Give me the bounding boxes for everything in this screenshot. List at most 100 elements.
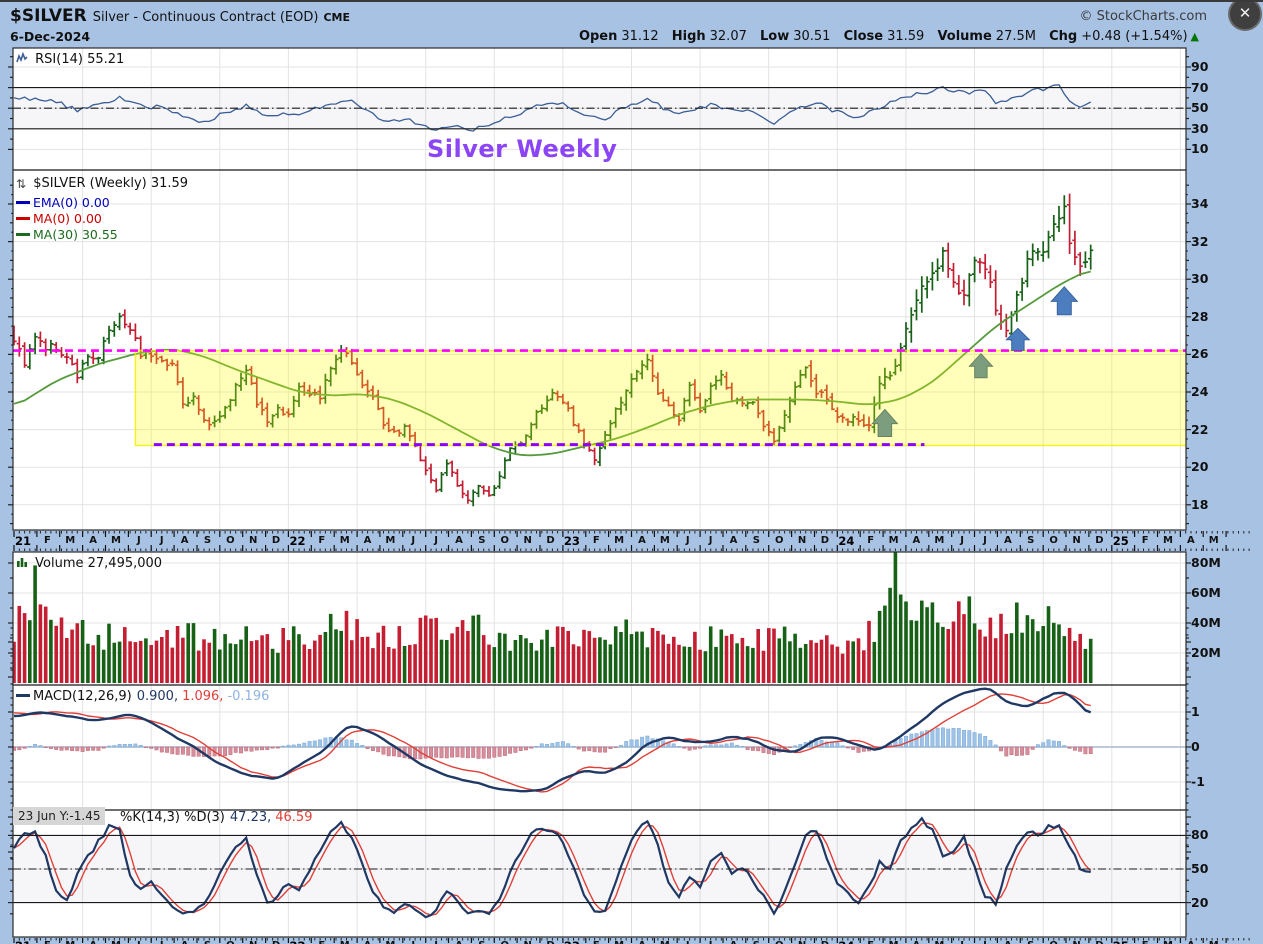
ema-line-swatch [16,201,30,204]
stoch-axis-tick: 20 [1191,895,1208,910]
price-axis-tick: 26 [1191,346,1208,361]
macd-value: 0.900, [137,689,178,704]
month-label: M [339,940,351,944]
month-label: O [224,940,236,944]
price-title-label: $SILVER (Weekly) 31.59 [33,176,188,191]
month-label: A [1002,535,1014,546]
month-label: J [407,535,419,546]
month-label: M [888,535,900,546]
price-axis-tick: 18 [1191,497,1208,512]
volume-panel-label: Volume 27,495,000 [35,556,162,571]
price-axis-tick: 22 [1191,422,1208,437]
month-label: M [110,940,122,944]
month-label: J [156,940,168,944]
stoch-d-value: 46.59 [275,810,312,825]
price-title: ⇅ $SILVER (Weekly) 31.59 [16,176,188,191]
year-label: 24 [838,939,854,944]
macd-signal-value: 1.096, [182,689,223,704]
year-label: 21 [15,534,31,548]
month-label: M [1162,535,1174,546]
month-label: A [87,535,99,546]
volume-axis-tick: 40M [1191,615,1221,630]
month-label: J [979,535,991,546]
crosshair-tooltip: 23 Jun Y:-1.45 [13,807,105,825]
month-label: F [590,535,602,546]
rsi-legend: RSI(14) 55.21 [16,52,124,68]
month-label: N [522,535,534,546]
month-label: S [1025,535,1037,546]
month-label: S [750,940,762,944]
month-label: M [888,940,900,944]
month-label: O [499,940,511,944]
month-label: A [87,940,99,944]
year-label: 23 [564,534,580,548]
month-label: J [682,940,694,944]
month-label: A [636,940,648,944]
month-label: S [476,940,488,944]
year-label: 25 [1113,939,1129,944]
month-label: A [453,940,465,944]
month-label: F [865,535,877,546]
volume-axis-tick: 80M [1191,555,1221,570]
price-axis-tick: 34 [1191,196,1208,211]
month-label: D [545,535,557,546]
month-label: D [1093,940,1105,944]
month-label: A [910,535,922,546]
month-label: A [179,940,191,944]
month-label: S [201,940,213,944]
month-label: O [1048,940,1060,944]
rsi-label: RSI(14) 55.21 [35,52,124,67]
volume-bars-icon [16,556,28,572]
month-label: J [407,940,419,944]
month-label: M [384,535,396,546]
month-label: N [522,940,534,944]
month-label: N [1071,940,1083,944]
indicator-line-icon [16,52,28,68]
month-label: F [590,940,602,944]
month-label: F [41,535,53,546]
month-label: S [476,535,488,546]
month-label: S [201,535,213,546]
ma-label: MA(0) 0.00 [33,211,102,226]
month-label: S [750,535,762,546]
month-label: M [384,940,396,944]
month-label: N [1071,535,1083,546]
month-label: M [933,535,945,546]
month-label: N [796,940,808,944]
month-label: F [1139,535,1151,546]
ma-legend: MA(0) 0.00 [16,211,102,226]
macd-axis-tick: 0 [1191,739,1200,754]
ma30-legend: MA(30) 30.55 [16,227,118,242]
month-label: A [727,535,739,546]
rsi-axis-tick: 30 [1191,121,1208,136]
month-label: F [316,535,328,546]
month-label: M [110,535,122,546]
year-label: 22 [289,534,305,548]
macd-label: MACD(12,26,9) [33,689,132,704]
month-label: D [270,940,282,944]
month-label: N [247,940,259,944]
month-label: J [156,535,168,546]
month-label: A [1185,535,1197,546]
rsi-axis-tick: 90 [1191,59,1208,74]
month-label: D [819,535,831,546]
month-label: M [659,940,671,944]
ema-label: EMA(0) 0.00 [33,195,110,210]
macd-legend: MACD(12,26,9)0.900,1.096,-0.196 [16,689,269,704]
macd-line-swatch [16,694,30,697]
price-axis-tick: 24 [1191,384,1208,399]
month-label: A [1185,940,1197,944]
month-label: J [956,940,968,944]
month-label: J [430,535,442,546]
year-label: 24 [838,534,854,548]
month-label: D [1093,535,1105,546]
month-label: D [545,940,557,944]
month-label: M [613,535,625,546]
month-label: O [773,940,785,944]
volume-legend: Volume 27,495,000 [16,556,162,572]
month-label: A [727,940,739,944]
ema-legend: EMA(0) 0.00 [16,195,110,210]
macd-axis-tick: 1 [1191,704,1200,719]
month-label: J [705,940,717,944]
